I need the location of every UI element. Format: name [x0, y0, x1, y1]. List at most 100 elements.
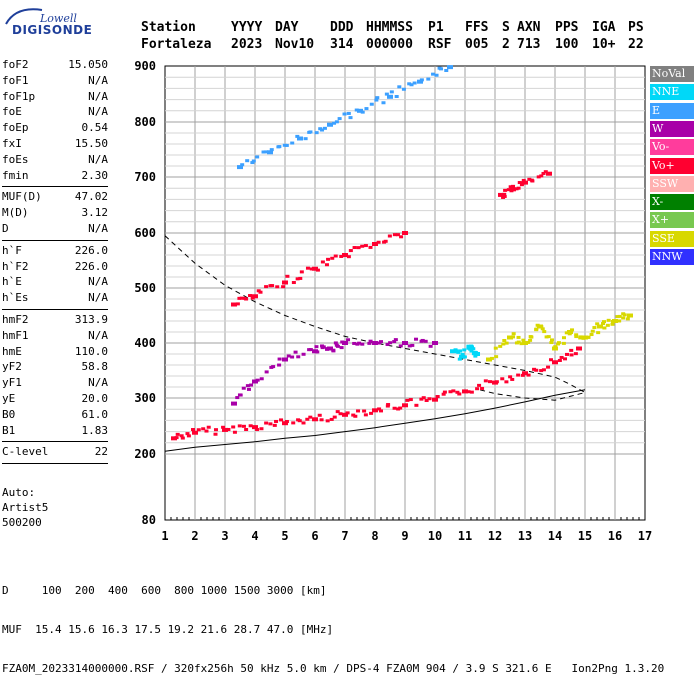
param-row: h`E N/A: [2, 275, 108, 291]
echo-point: [601, 322, 606, 326]
echo-point: [264, 421, 269, 425]
echo-point: [315, 350, 320, 354]
echo-point: [462, 355, 467, 359]
param-label: hmF2: [2, 312, 29, 326]
echo-point: [439, 67, 444, 71]
echo-point: [244, 428, 249, 432]
echo-point: [322, 126, 327, 130]
param-row: yF2 58.8: [2, 360, 108, 376]
echo-point: [235, 302, 240, 306]
logo-lowell: Lowell: [40, 12, 77, 25]
param-value: 2.30: [81, 168, 109, 182]
echo-point: [394, 95, 399, 99]
echo-point: [477, 383, 482, 387]
echo-point: [376, 341, 381, 345]
echo-point: [342, 112, 347, 116]
echo-point: [213, 428, 218, 432]
echo-point: [522, 371, 528, 376]
header-line2-cell: 100: [555, 37, 579, 52]
echo-point: [435, 395, 440, 399]
header-line1-cell: AXN: [517, 20, 541, 35]
echo-point: [508, 185, 513, 189]
header-line2-cell: Fortaleza: [141, 37, 212, 52]
echo-point: [489, 356, 494, 360]
echo-point: [327, 346, 333, 351]
echo-point: [542, 330, 547, 334]
echo-point: [511, 335, 516, 339]
echo-point: [231, 425, 236, 429]
param-value: 0.54: [81, 121, 109, 135]
param-row: h`Es N/A: [2, 291, 108, 307]
param-row: h`F2 226.0: [2, 260, 108, 276]
param-row: foE N/A: [2, 105, 108, 121]
y-tick-label: 400: [134, 336, 156, 350]
echo-point: [565, 352, 570, 356]
echo-point: [559, 355, 564, 359]
echo-point: [431, 72, 436, 76]
echo-point: [291, 281, 296, 285]
echo-point: [339, 346, 344, 350]
echo-point: [357, 341, 362, 345]
param-label: B1: [2, 423, 16, 437]
echo-point: [321, 345, 326, 349]
param-label: hmF1: [2, 328, 29, 342]
echo-point: [405, 398, 410, 402]
echo-point: [277, 145, 282, 149]
param-label: fmin: [2, 168, 29, 182]
echo-point: [346, 111, 351, 115]
echo-point: [434, 73, 439, 77]
echo-point: [570, 328, 575, 332]
param-value: 1.83: [81, 423, 109, 437]
echo-point: [314, 345, 319, 349]
echo-point: [352, 341, 357, 345]
echo-point: [516, 186, 521, 190]
echo-point: [282, 421, 288, 426]
echo-point: [222, 427, 228, 432]
param-label: foF2: [2, 58, 29, 71]
param-value: N/A: [88, 275, 108, 289]
param-row: foEp 0.54: [2, 121, 108, 137]
echo-point: [543, 170, 548, 174]
echo-point: [596, 331, 601, 335]
legend-item: SSE: [650, 230, 694, 247]
echo-point: [546, 171, 552, 176]
echo-point: [462, 348, 467, 352]
echo-point: [274, 419, 279, 423]
header-line2-cell: 000000: [366, 37, 413, 52]
param-row: B0 61.0: [2, 408, 108, 424]
echo-point: [327, 122, 333, 127]
echo-point: [612, 319, 618, 323]
legend-item: X+: [650, 212, 694, 229]
echo-point: [378, 340, 383, 344]
echo-point: [412, 81, 417, 85]
echo-point: [569, 348, 574, 352]
echo-point: [392, 406, 397, 410]
echo-point: [245, 159, 250, 163]
echo-point: [493, 346, 498, 350]
echo-point: [573, 352, 578, 356]
header-line1-cell: DAY: [275, 20, 299, 35]
echo-point: [348, 249, 353, 253]
header-line2-cell: 22: [628, 37, 644, 52]
echo-point: [312, 417, 318, 422]
echo-point: [457, 392, 462, 396]
y-tick-label: 700: [134, 170, 156, 184]
echo-point: [329, 417, 334, 421]
x-tick-label: 17: [638, 529, 652, 543]
echo-point: [426, 77, 431, 81]
logo-swoosh-icon: [5, 8, 43, 25]
header-line1-cell: DDD: [330, 20, 354, 35]
param-row: fmin 2.30: [2, 169, 108, 185]
echo-point: [414, 403, 419, 407]
echo-point: [516, 335, 521, 339]
echo-point: [487, 380, 492, 384]
echo-point: [393, 338, 398, 342]
echo-point: [448, 390, 453, 394]
echo-point: [245, 384, 250, 388]
param-row: foF2 15.050: [2, 58, 108, 74]
x-tick-label: 4: [251, 529, 258, 543]
echo-point: [502, 338, 507, 342]
param-row: foF1p N/A: [2, 90, 108, 106]
echo-point: [299, 270, 304, 274]
param-label: D: [2, 221, 9, 235]
